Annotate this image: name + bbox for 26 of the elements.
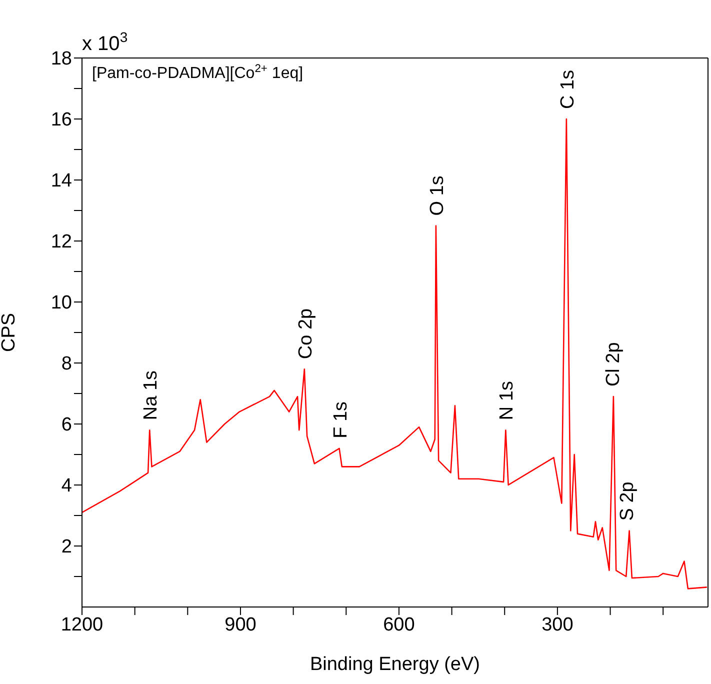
x-tick-label: 900 — [224, 614, 256, 636]
y-tick-label: 4 — [61, 476, 72, 497]
x-tick-label: 600 — [383, 614, 415, 636]
y-tick-label: 10 — [50, 292, 72, 314]
annotation: F 1s — [330, 401, 352, 438]
y-tick-label: 16 — [50, 110, 72, 131]
x-tick-label: 1200 — [60, 614, 104, 636]
annotation: O 1s — [426, 176, 448, 216]
chart-title: [Pam-co-PDADMA][Co$^{2+}$ 1eq] — [92, 63, 304, 82]
annotation: Cl 2p — [602, 342, 624, 387]
y-tick-label: 14 — [50, 170, 72, 192]
y-tick-label: 2 — [61, 536, 72, 558]
y-tick-label: 8 — [61, 354, 72, 375]
annotation: S 2p — [617, 482, 638, 521]
y-tick-label: 6 — [61, 414, 72, 436]
annotation: Na 1s — [140, 370, 162, 420]
y-tick-label: 18 — [50, 48, 72, 70]
y-tick-label: 12 — [50, 232, 72, 253]
annotation: N 1s — [496, 381, 518, 420]
y-axis-title: CPS — [0, 312, 20, 352]
annotation: C 1s — [557, 70, 578, 109]
text: x 10$^{3}$ — [82, 29, 128, 55]
x-tick-label: 300 — [542, 614, 574, 636]
line-series — [82, 118, 708, 590]
x-axis-title: Binding Energy (eV) — [310, 654, 480, 675]
annotation: Co 2p — [295, 308, 316, 360]
